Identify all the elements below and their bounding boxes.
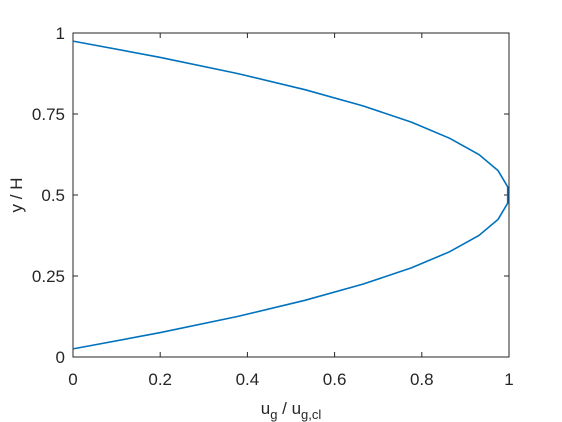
y-tick-label: 0.75 — [32, 105, 65, 124]
y-tick-label: 0.5 — [41, 186, 65, 205]
data-line — [72, 40, 509, 350]
x-tick-label: 1 — [504, 370, 513, 389]
x-label-part: u — [261, 399, 270, 418]
y-axis-label: y / H — [7, 178, 26, 213]
x-tick-label: 0.4 — [236, 370, 260, 389]
y-tick-label: 0 — [56, 348, 65, 367]
x-label-sub: g — [270, 407, 277, 422]
y-tick-label: 1 — [56, 24, 65, 43]
x-axis-label: ug / ug,cl — [261, 399, 322, 422]
x-label-part: / u — [277, 399, 301, 418]
x-label-sub: g,cl — [301, 407, 321, 422]
plot-box — [72, 32, 510, 358]
x-tick-label: 0 — [68, 370, 77, 389]
x-tick-label: 0.8 — [410, 370, 434, 389]
x-tick-label: 0.2 — [148, 370, 172, 389]
x-tick-label: 0.6 — [323, 370, 347, 389]
y-tick-label: 0.25 — [32, 267, 65, 286]
